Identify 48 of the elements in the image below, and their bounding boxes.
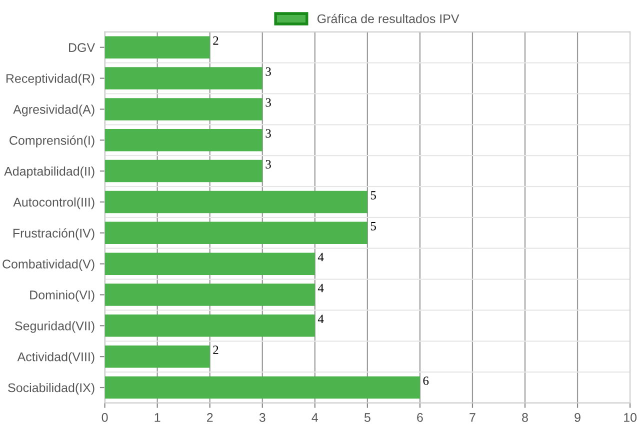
x-tick-label: 7	[470, 413, 476, 422]
bar	[104, 36, 210, 58]
y-tick-label: Actividad(VIII)	[17, 352, 94, 364]
y-tick-label: Sociabilidad(IX)	[8, 382, 94, 395]
y-tick-label: Combatividad(V)	[2, 259, 94, 271]
x-tick-label: 2	[207, 413, 213, 422]
y-tick-label: Comprensión(I)	[10, 136, 94, 148]
data-label: 3	[266, 98, 271, 107]
legend-label: Gráfica de resultados IPV	[317, 14, 460, 24]
y-tick-label: Seguridad(VII)	[15, 321, 94, 333]
data-label: 3	[266, 67, 271, 76]
x-tick-label: 8	[522, 413, 528, 422]
x-tick-label: 4	[312, 413, 318, 422]
bar	[104, 128, 262, 152]
bar	[104, 98, 262, 120]
x-tick-label: 5	[364, 413, 370, 422]
bar	[104, 284, 315, 306]
y-tick-label: Agresividad(A)	[13, 104, 94, 116]
data-label: 4	[318, 284, 324, 292]
y-tick-label: Frustración(IV)	[13, 228, 94, 240]
data-label: 3	[266, 160, 271, 169]
bar	[104, 160, 262, 182]
x-tick-label: 9	[574, 413, 580, 422]
bar	[104, 190, 368, 214]
x-tick-label: 6	[417, 413, 423, 422]
bar	[104, 345, 210, 368]
bar	[104, 376, 420, 399]
bar	[104, 67, 262, 90]
bar	[104, 252, 315, 275]
data-label: 4	[318, 314, 324, 324]
data-label: 5	[370, 191, 376, 200]
x-tick-label: 10	[624, 413, 637, 422]
y-tick-label: Receptividad(R)	[6, 74, 94, 86]
bar	[104, 314, 315, 337]
x-tick-label: 0	[102, 413, 108, 422]
data-label: 6	[423, 376, 429, 385]
y-tick-label: DGV	[69, 43, 96, 52]
data-label: 3	[266, 129, 271, 138]
data-label: 4	[318, 252, 324, 262]
y-tick-label: Autocontrol(III)	[13, 197, 94, 210]
data-label: 5	[370, 222, 376, 230]
x-tick-label: 3	[259, 413, 266, 422]
y-tick-label: Adaptabilidad(II)	[4, 166, 94, 178]
bar	[104, 222, 368, 244]
y-tick-label: Dominio(VI)	[30, 290, 94, 302]
data-label: 2	[213, 36, 218, 45]
x-tick-label: 1	[154, 413, 160, 422]
data-label: 2	[213, 346, 218, 354]
